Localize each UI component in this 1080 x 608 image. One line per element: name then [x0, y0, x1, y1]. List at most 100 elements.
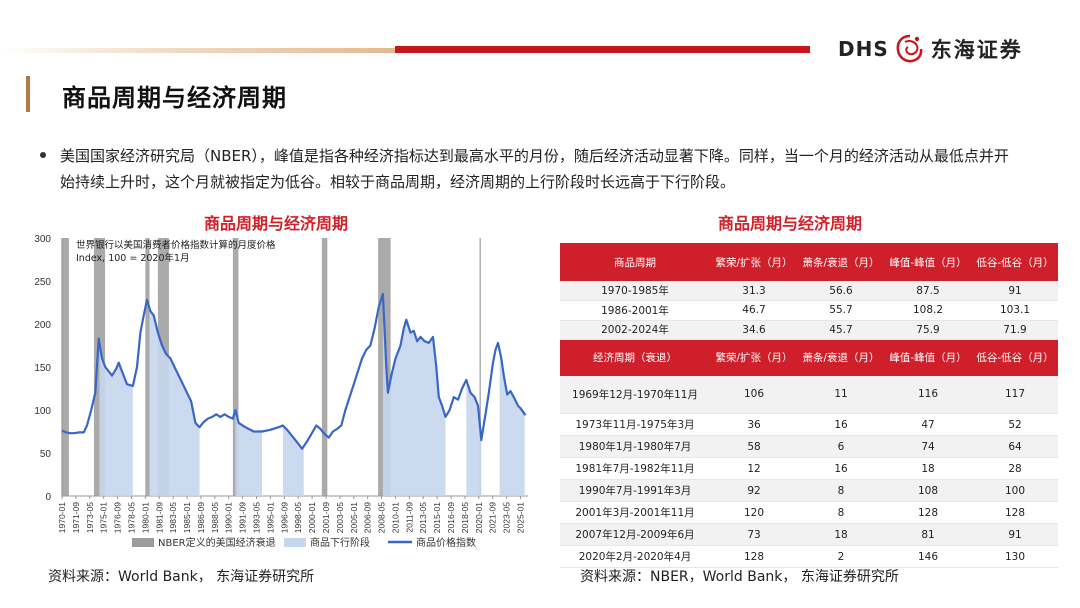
period-cell: 1973年11月-1975年3月 — [560, 413, 710, 436]
header-red-bar — [395, 46, 810, 53]
value-cell: 8 — [798, 501, 884, 524]
col-header-peak-peak: 峰值-峰值（月） — [884, 339, 972, 376]
right-table-title: 商品周期与经济周期 — [718, 214, 863, 233]
recession-band — [232, 238, 239, 496]
x-tick-label: 1985-01 — [182, 502, 192, 533]
table-row: 1986-2001年 46.7 55.7 108.2 103.1 — [560, 300, 1058, 321]
commodity-cycle-chart: 0 50 100 150 200 250 300 1970-01 1971-09 1973-05 1… — [34, 234, 528, 549]
value-cell: 116 — [884, 375, 972, 414]
table-row: 1969年12月-1970年11月 106 11 116 117 — [560, 375, 1058, 414]
y-tick-label: 50 — [40, 449, 52, 460]
value-cell: 128 — [884, 501, 972, 524]
x-tick-label: 1971-09 — [71, 502, 81, 533]
recession-band — [61, 238, 69, 496]
x-tick-label: 1973-05 — [85, 502, 95, 533]
value-cell: 46.7 — [710, 300, 798, 321]
downturn-area — [499, 350, 525, 496]
x-tick-label: 2011-09 — [404, 502, 414, 533]
y-tick-label: 100 — [34, 406, 51, 417]
value-cell: 71.9 — [972, 320, 1058, 340]
y-tick-label: 300 — [34, 234, 51, 245]
x-tick-label: 2000-01 — [307, 502, 317, 533]
y-tick-label: 200 — [34, 320, 51, 331]
x-tick-label: 1996-09 — [279, 502, 289, 533]
x-tick-label: 2025-01 — [515, 502, 525, 533]
legend-label-downturn: 商品下行阶段 — [310, 536, 370, 549]
period-cell: 1980年1月-1980年7月 — [560, 435, 710, 458]
x-tick-label: 1980-01 — [140, 502, 150, 533]
value-cell: 75.9 — [884, 320, 972, 340]
x-tick-label: 2006-09 — [363, 502, 373, 533]
period-cell: 1990年7月-1991年3月 — [560, 479, 710, 502]
x-tick-label: 2015-01 — [432, 502, 442, 533]
table-row: 2020年2月-2020年4月 128 2 146 130 — [560, 545, 1058, 568]
period-cell: 1969年12月-1970年11月 — [560, 375, 710, 414]
recession-band — [93, 238, 106, 496]
legend-swatch-downturn — [284, 538, 306, 547]
commodity-header-cell: 商品周期 — [560, 243, 710, 281]
x-tick-label: 1975-01 — [99, 502, 109, 533]
x-tick-label: 2016-09 — [446, 502, 456, 533]
table-row: 1981年7月-1982年11月 12 16 18 28 — [560, 457, 1058, 480]
value-cell: 106 — [710, 375, 798, 414]
value-cell: 31.3 — [710, 281, 798, 301]
value-cell: 103.1 — [972, 300, 1058, 321]
left-chart-title: 商品周期与经济周期 — [204, 214, 349, 233]
value-cell: 45.7 — [798, 320, 884, 340]
period-cell: 1986-2001年 — [560, 300, 710, 321]
x-tick-label: 1983-05 — [168, 502, 178, 533]
value-cell: 58 — [710, 435, 798, 458]
value-cell: 87.5 — [884, 281, 972, 301]
x-tick-label: 1978-05 — [126, 502, 136, 533]
table-row: 1970-1985年 31.3 56.6 87.5 91 — [560, 281, 1058, 301]
legend-swatch-recession — [132, 538, 154, 547]
period-cell: 1981年7月-1982年11月 — [560, 457, 710, 480]
value-cell: 73 — [710, 523, 798, 546]
col-header-expansion: 繁荣/扩张（月） — [710, 243, 798, 281]
period-cell: 2001年3月-2001年11月 — [560, 501, 710, 524]
x-tick-label: 2005-01 — [349, 502, 359, 533]
col-header-trough-trough: 低谷-低谷（月） — [972, 243, 1058, 281]
recession-band — [321, 238, 328, 496]
value-cell: 117 — [972, 375, 1058, 414]
table-row: 2007年12月-2009年6月 73 18 81 91 — [560, 523, 1058, 546]
left-source-note: 资料来源：World Bank， 东海证券研究所 — [48, 569, 315, 585]
downturn-area — [149, 308, 200, 496]
x-tick-label: 1991-09 — [238, 502, 248, 533]
cycle-table: 商品周期 繁荣/扩张（月） 萧条/衰退（月） 峰值-峰值（月） 低谷-低谷（月）… — [560, 243, 1058, 568]
x-tick-label: 2018-05 — [460, 502, 470, 533]
recession-band — [145, 238, 150, 496]
bullet-text: 美国国家经济研究局（NBER），峰值是指各种经济指标达到最高水平的月份，随后经济… — [60, 147, 1009, 191]
value-cell: 2 — [798, 545, 884, 568]
value-cell: 100 — [972, 479, 1058, 502]
logo-chinese: 东海证券 — [930, 38, 1023, 62]
y-tick-label: 0 — [45, 492, 51, 503]
legend-label-recession: NBER定义的美国经济衰退 — [158, 536, 276, 549]
value-cell: 56.6 — [798, 281, 884, 301]
period-cell: 2007年12月-2009年6月 — [560, 523, 710, 546]
x-tick-label: 2020-01 — [474, 502, 484, 533]
value-cell: 64 — [972, 435, 1058, 458]
x-tick-label: 1998-05 — [293, 502, 303, 533]
x-tick-label: 1988-05 — [210, 502, 220, 533]
value-cell: 55.7 — [798, 300, 884, 321]
col-header-recession: 萧条/衰退（月） — [798, 243, 884, 281]
value-cell: 108 — [884, 479, 972, 502]
downturn-area — [382, 293, 446, 496]
economic-header-row: 经济周期（衰退） 繁荣/扩张（月） 萧条/衰退（月） 峰值-峰值（月） 低谷-低… — [560, 339, 1058, 376]
x-tick-label: 1976-09 — [113, 502, 123, 533]
company-logo: DHS 东海证券 — [838, 32, 1023, 66]
x-tick-label: 2023-05 — [502, 502, 512, 533]
value-cell: 130 — [972, 545, 1058, 568]
commodity-index-line — [61, 292, 527, 450]
header-accent-bar — [0, 48, 400, 53]
downturn-area — [99, 343, 133, 496]
x-tick-label: 2021-09 — [488, 502, 498, 533]
right-source-note: 资料来源：NBER，World Bank， 东海证券研究所 — [580, 569, 899, 585]
value-cell: 18 — [798, 523, 884, 546]
downturn-area — [282, 425, 304, 496]
value-cell: 128 — [710, 545, 798, 568]
legend-label-index: 商品价格指数 — [416, 536, 476, 549]
x-tick-label: 1970-01 — [57, 502, 67, 533]
col-header-trough-trough: 低谷-低谷（月） — [972, 339, 1058, 376]
